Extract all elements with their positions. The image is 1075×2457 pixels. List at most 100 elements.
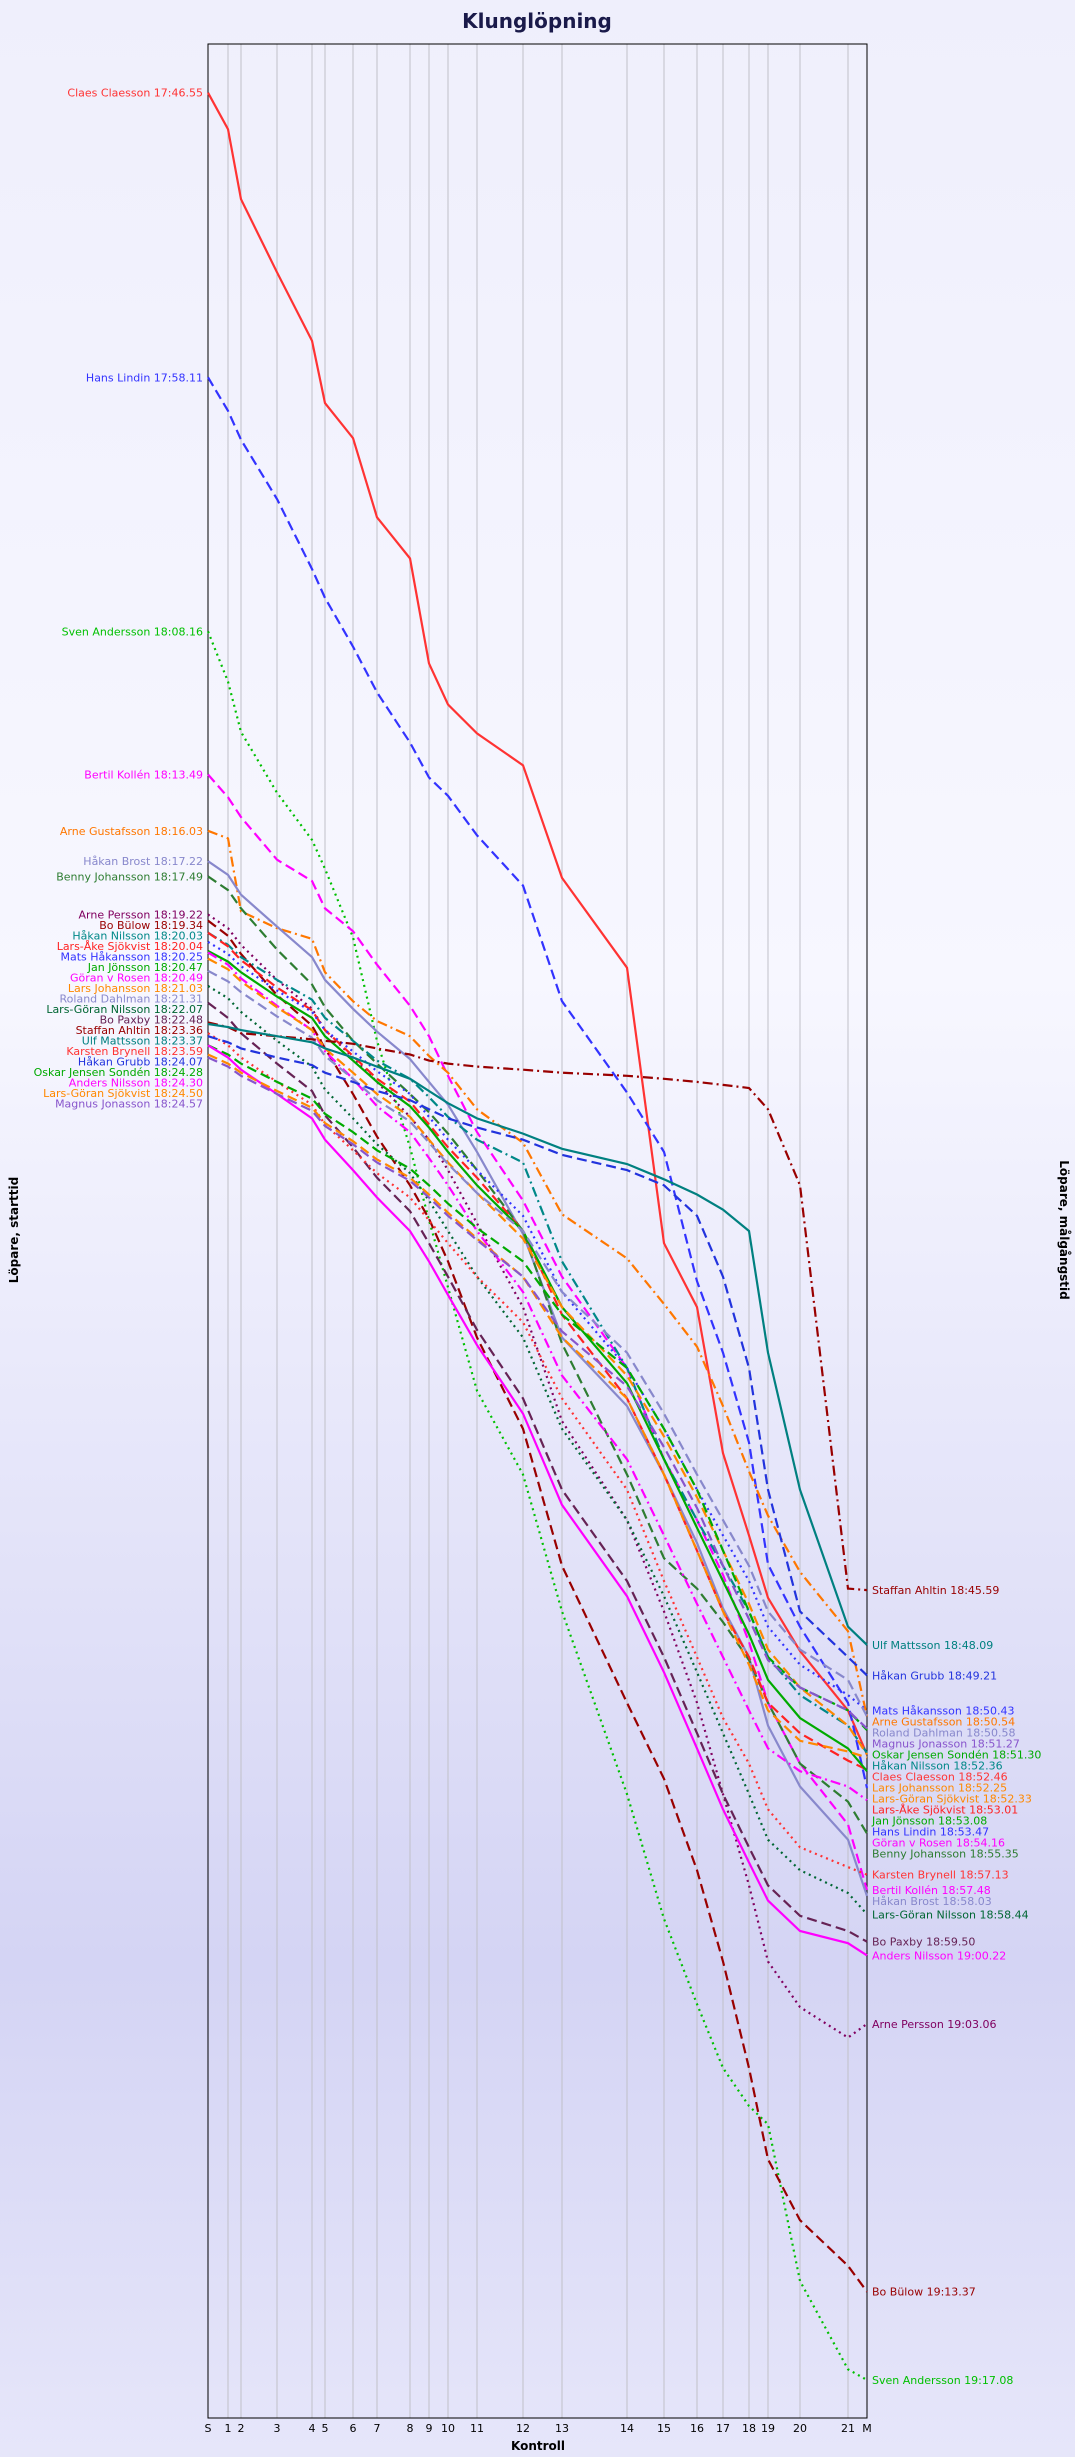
series-line-3	[207, 773, 869, 1891]
finish-label: Roland Dahlman 18:50.58	[872, 1726, 1015, 1739]
start-label: Mats Håkansson 18:20.25	[60, 950, 203, 963]
finish-label: Anders Nilsson 19:00.22	[872, 1949, 1006, 1962]
finish-label: Lars-Göran Nilsson 18:58.44	[872, 1908, 1029, 1921]
start-label: Benny Johansson 18:17.49	[56, 870, 203, 883]
series-line-8	[207, 919, 868, 2293]
series-line-9	[207, 931, 868, 1754]
x-tick-label: 14	[620, 2422, 634, 2435]
x-tick-label: 17	[716, 2422, 730, 2435]
series-line-12	[207, 950, 868, 1772]
series-line-17	[207, 1001, 868, 1943]
finish-label: Ulf Mattsson 18:48.09	[872, 1639, 993, 1652]
finish-label: Lars Johansson 18:52.25	[872, 1781, 1007, 1794]
finish-label: Bo Paxby 18:59.50	[872, 1936, 975, 1949]
start-label: Lars Johansson 18:21.03	[68, 982, 203, 995]
series-line-20	[207, 1032, 868, 1876]
finish-label: Håkan Grubb 18:49.21	[872, 1669, 997, 1682]
series-lines	[206, 92, 869, 2381]
series-line-1	[207, 376, 869, 1789]
finish-label: Benny Johansson 18:55.35	[872, 1847, 1019, 1860]
finish-label: Håkan Brost 18:58.03	[872, 1895, 992, 1908]
finish-label: Karsten Brynell 18:57.13	[872, 1869, 1009, 1882]
x-tick-label: 16	[690, 2422, 704, 2435]
start-label: Staffan Ahltin 18:23.36	[76, 1024, 203, 1037]
start-label: Lars-Åke Sjökvist 18:20.04	[57, 940, 203, 953]
start-label: Bertil Kollén 18:13.49	[84, 768, 203, 781]
start-label: Oskar Jensen Sondén 18:24.28	[34, 1066, 203, 1079]
x-axis-ticks: S 1 2 3 4 5 6 7 8 9 10 11 12 13 14 15 16 17 18 19 20 21 M	[205, 2422, 872, 2435]
x-tick-label: 8	[407, 2422, 414, 2435]
start-label: Arne Gustafsson 18:16.03	[60, 825, 203, 838]
start-label: Bo Bülow 18:19.34	[99, 919, 203, 932]
x-tick-label: 15	[657, 2422, 671, 2435]
start-label: Jan Jönsson 18:20.47	[87, 961, 203, 974]
series-line-25	[207, 1056, 868, 1730]
series-line-2	[206, 630, 868, 2381]
series-line-21	[207, 1035, 868, 1677]
y-axis-right-label: Löpare, målgångstid	[1057, 1160, 1071, 1300]
series-line-14	[207, 957, 868, 1756]
start-label: Göran v Rosen 18:20.49	[70, 971, 203, 984]
start-label: Roland Dahlman 18:21.31	[60, 992, 203, 1005]
series-labels: Claes Claesson 17:46.55 Hans Lindin 17:58…	[34, 87, 1042, 2387]
series-line-24	[207, 1053, 868, 1759]
start-label: Ulf Mattsson 18:23.37	[82, 1034, 203, 1047]
y-axis-left-label: Löpare, starttid	[7, 1177, 21, 1283]
start-label: Lars-Göran Nilsson 18:22.07	[46, 1003, 203, 1016]
series-line-7	[207, 913, 868, 2039]
start-label: Karsten Brynell 18:23.59	[66, 1045, 203, 1058]
x-tick-label: S	[205, 2422, 212, 2435]
start-label: Claes Claesson 17:46.55	[67, 87, 203, 100]
x-tick-label: 5	[322, 2422, 329, 2435]
series-line-15	[207, 969, 868, 1718]
finish-label: Jan Jönsson 18:53.08	[871, 1814, 987, 1827]
x-tick-label: 11	[470, 2422, 484, 2435]
series-line-18	[207, 1021, 868, 1592]
x-tick-label: 13	[555, 2422, 569, 2435]
x-tick-label: 9	[426, 2422, 433, 2435]
start-label: Bo Paxby 18:22.48	[100, 1013, 203, 1026]
start-label: Hans Lindin 17:58.11	[86, 371, 203, 384]
plot-area	[207, 43, 868, 2419]
finish-label: Sven Andersson 19:17.08	[872, 2374, 1013, 2387]
finish-label: Mats Håkansson 18:50.43	[872, 1704, 1015, 1717]
finish-label: Arne Persson 19:03.06	[872, 2018, 996, 2031]
x-tick-label: M	[862, 2422, 872, 2435]
series-line-10	[207, 931, 868, 1771]
start-label: Håkan Nilsson 18:20.03	[72, 929, 203, 942]
start-label: Håkan Grubb 18:24.07	[78, 1055, 203, 1068]
x-tick-label: 7	[374, 2422, 381, 2435]
finish-label: Håkan Nilsson 18:52.36	[872, 1759, 1003, 1772]
finish-label: Oskar Jensen Sondén 18:51.30	[872, 1748, 1041, 1761]
series-line-23	[207, 1044, 868, 1957]
series-line-4	[207, 829, 869, 1717]
x-tick-label: 10	[441, 2422, 455, 2435]
x-tick-label: 18	[742, 2422, 756, 2435]
x-tick-label: 4	[309, 2422, 316, 2435]
finish-label: Bertil Kollén 18:57.48	[872, 1884, 991, 1897]
x-tick-label: 21	[841, 2422, 855, 2435]
x-tick-label: 20	[793, 2422, 807, 2435]
series-line-11	[207, 940, 868, 1712]
start-label: Lars-Göran Sjökvist 18:24.50	[43, 1087, 203, 1100]
start-label: Sven Andersson 18:08.16	[62, 625, 203, 638]
finish-label: Lars-Åke Sjökvist 18:53.01	[872, 1803, 1018, 1816]
start-label: Magnus Jonasson 18:24.57	[55, 1097, 203, 1110]
finish-label: Hans Lindin 18:53.47	[872, 1825, 989, 1838]
finish-label: Arne Gustafsson 18:50.54	[872, 1715, 1015, 1728]
start-label: Arne Persson 18:19.22	[79, 908, 203, 921]
finish-label: Lars-Göran Sjökvist 18:52.33	[872, 1792, 1032, 1805]
x-tick-label: 3	[274, 2422, 281, 2435]
x-tick-label: 1	[225, 2422, 232, 2435]
x-tick-label: 12	[516, 2422, 530, 2435]
finish-label: Göran v Rosen 18:54.16	[872, 1836, 1005, 1849]
finish-label: Claes Claesson 18:52.46	[872, 1770, 1008, 1783]
series-line-19	[207, 1022, 868, 1646]
x-axis-label: Kontroll	[511, 2439, 565, 2453]
finish-label: Staffan Ahltin 18:45.59	[872, 1584, 999, 1597]
x-tick-label: 19	[761, 2422, 775, 2435]
finish-label: Magnus Jonasson 18:51.27	[872, 1737, 1020, 1750]
chart-title: Klunglöpning	[462, 9, 612, 33]
series-line-0	[207, 92, 869, 1755]
